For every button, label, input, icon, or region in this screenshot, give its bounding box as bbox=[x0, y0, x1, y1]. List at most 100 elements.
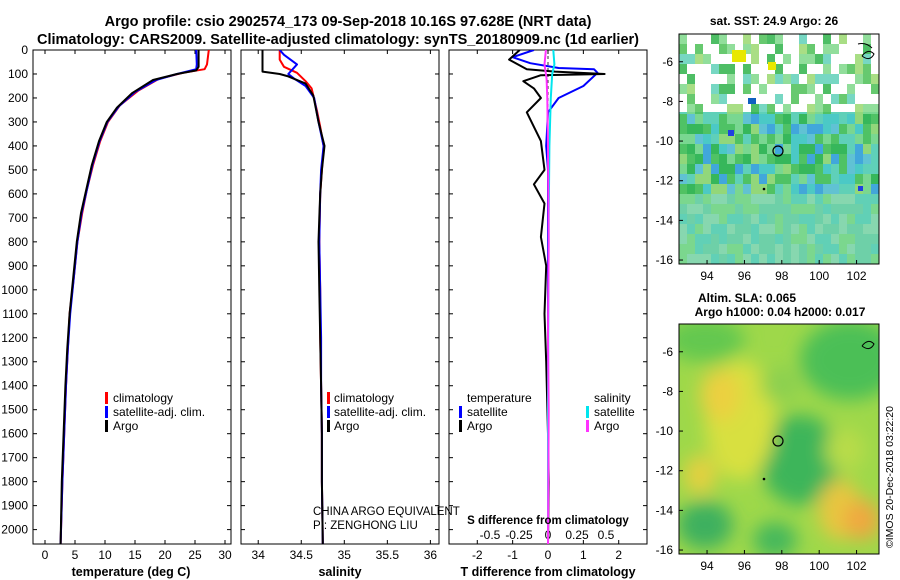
sst-pixel bbox=[711, 94, 719, 104]
sst-pixel bbox=[775, 174, 783, 184]
sst-pixel bbox=[831, 174, 839, 184]
sst-pixel bbox=[807, 74, 815, 84]
sst-pixel bbox=[815, 204, 823, 214]
sst-pixel bbox=[759, 84, 767, 94]
sst-pixel bbox=[799, 174, 807, 184]
sst-pixel bbox=[823, 114, 831, 124]
sst-pixel bbox=[855, 174, 863, 184]
sst-pixel bbox=[863, 124, 871, 134]
map-x-tick-label: 96 bbox=[738, 269, 752, 283]
sst-pixel bbox=[783, 104, 791, 114]
sst-pixel bbox=[703, 194, 711, 204]
sst-pixel bbox=[775, 114, 783, 124]
legend-swatch-t-argo bbox=[459, 420, 462, 432]
sst-map-title: sat. SST: 24.9 Argo: 26 bbox=[710, 14, 839, 28]
sst-pixel bbox=[791, 234, 799, 244]
sst-pixel bbox=[863, 194, 871, 204]
sst-pixel bbox=[759, 134, 767, 144]
sst-pixel bbox=[815, 244, 823, 254]
pi-annotation-line1: CHINA ARGO EQUIVALENT bbox=[313, 506, 460, 518]
sst-pixel bbox=[727, 154, 735, 164]
sst-pixel bbox=[807, 174, 815, 184]
sst-pixel bbox=[719, 224, 727, 234]
sst-pixel bbox=[847, 174, 855, 184]
sst-pixel bbox=[871, 154, 879, 164]
sst-pixel bbox=[719, 34, 727, 44]
sst-pixel bbox=[783, 174, 791, 184]
sst-pixel bbox=[807, 124, 815, 134]
sst-pixel bbox=[783, 224, 791, 234]
legend-swatch-argo bbox=[105, 420, 108, 432]
sst-pixel bbox=[799, 204, 807, 214]
sst-pixel bbox=[807, 134, 815, 144]
sst-pixel bbox=[679, 234, 687, 244]
sst-pixel bbox=[711, 134, 719, 144]
sst-pixel bbox=[711, 114, 719, 124]
sst-pixel bbox=[863, 214, 871, 224]
sst-pixel bbox=[871, 244, 879, 254]
map-y-tick-label: -12 bbox=[656, 464, 674, 478]
depth-tick-label: 500 bbox=[8, 163, 28, 177]
sst-pixel bbox=[679, 124, 687, 134]
sst-pixel bbox=[799, 114, 807, 124]
sst-pixel bbox=[735, 124, 743, 134]
sst-pixel bbox=[735, 194, 743, 204]
sst-pixel bbox=[847, 124, 855, 134]
sst-pixel bbox=[839, 204, 847, 214]
sst-pixel bbox=[711, 254, 719, 264]
depth-tick-label: 1700 bbox=[1, 451, 28, 465]
sst-pixel bbox=[815, 164, 823, 174]
sst-pixel bbox=[775, 254, 783, 264]
series-line-climatology bbox=[278, 50, 325, 544]
sst-pixel bbox=[743, 44, 751, 54]
sst-pixel bbox=[831, 244, 839, 254]
sst-pixel bbox=[767, 214, 775, 224]
sst-pixel bbox=[783, 54, 791, 64]
depth-tick-label: 1800 bbox=[1, 475, 28, 489]
sst-pixel bbox=[815, 254, 823, 264]
sst-pixel bbox=[791, 134, 799, 144]
sst-pixel bbox=[791, 144, 799, 154]
sst-pixel bbox=[687, 224, 695, 234]
legend-swatch-satellite bbox=[105, 406, 108, 418]
sst-pixel bbox=[695, 134, 703, 144]
sst-pixel bbox=[823, 74, 831, 84]
difference-legend: temperature satellite Argo salinity sate… bbox=[459, 391, 635, 527]
sst-pixel bbox=[679, 174, 687, 184]
sst-pixel bbox=[775, 44, 783, 54]
salinity-xlabel: salinity bbox=[318, 565, 361, 579]
depth-tick-label: 400 bbox=[8, 139, 28, 153]
sst-pixel bbox=[711, 164, 719, 174]
sst-pixel bbox=[767, 34, 775, 44]
sst-pixel bbox=[871, 134, 879, 144]
s-diff-tick-label: 0.5 bbox=[598, 528, 615, 542]
depth-tick-label: 2000 bbox=[1, 523, 28, 537]
sst-map-field bbox=[679, 34, 879, 264]
sst-pixel bbox=[711, 244, 719, 254]
difference-plot: -2 -1 0 1 2-0.5 -0.25 0 0.25 0.5 bbox=[449, 49, 647, 562]
sst-pixel bbox=[743, 254, 751, 264]
sst-pixel bbox=[847, 134, 855, 144]
sst-pixel bbox=[775, 134, 783, 144]
sst-pixel bbox=[719, 254, 727, 264]
legend-label-satellite: satellite-adj. clim. bbox=[113, 405, 205, 419]
sst-pixel bbox=[863, 44, 871, 54]
sst-pixel bbox=[847, 114, 855, 124]
sst-pixel bbox=[839, 244, 847, 254]
sst-pixel bbox=[751, 234, 759, 244]
sst-pixel bbox=[847, 84, 855, 94]
x-tick-label: 34.5 bbox=[290, 548, 314, 562]
sst-pixel bbox=[839, 184, 847, 194]
sst-pixel bbox=[799, 214, 807, 224]
sst-pixel bbox=[871, 164, 879, 174]
sst-pixel bbox=[711, 84, 719, 94]
sst-pixel bbox=[687, 94, 695, 104]
sst-pixel bbox=[687, 134, 695, 144]
sst-pixel bbox=[703, 204, 711, 214]
sst-pixel bbox=[719, 194, 727, 204]
sst-pixel bbox=[743, 214, 751, 224]
sst-pixel bbox=[727, 104, 735, 114]
sst-pixel bbox=[743, 184, 751, 194]
sst-pixel bbox=[831, 254, 839, 264]
